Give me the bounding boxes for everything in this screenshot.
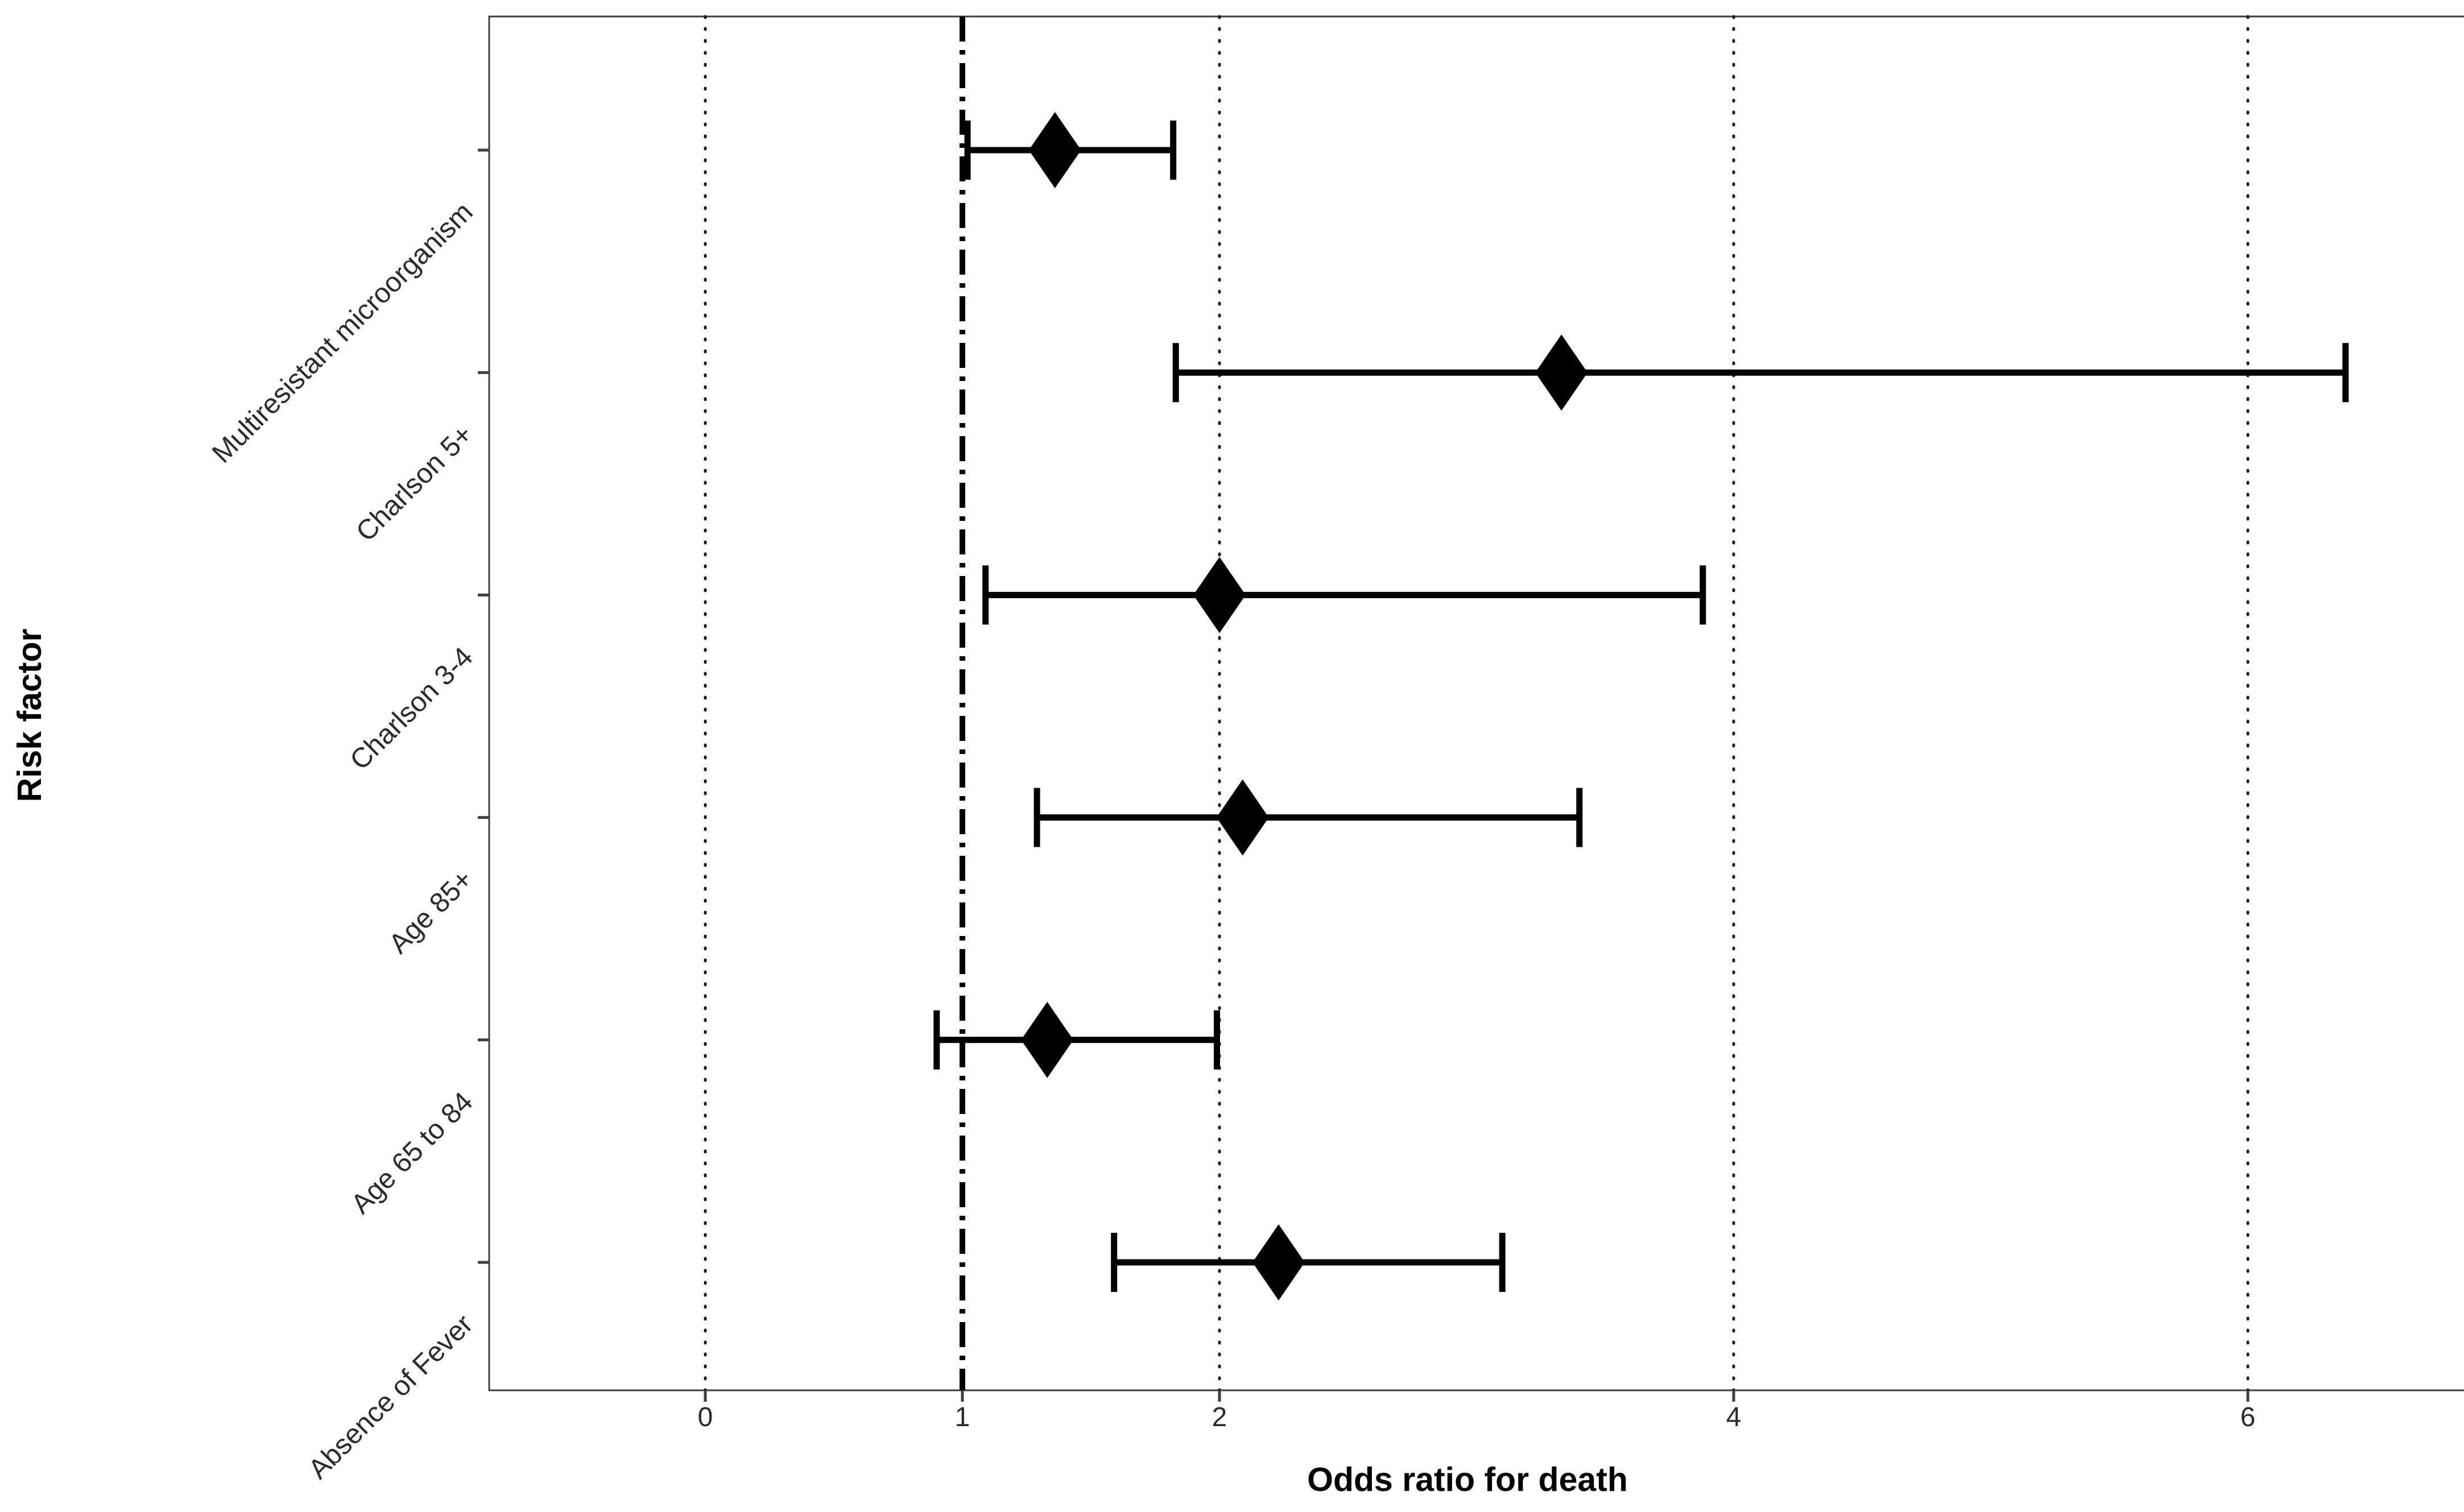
x-tick-label: 6 (2240, 1402, 2256, 1432)
category-label: Age 65 to 84 (345, 1086, 479, 1220)
gridlines (704, 15, 2250, 1392)
forest-row (933, 1001, 1220, 1078)
x-tick-label: 2 (1212, 1402, 1227, 1432)
point-marker-diamond (1252, 1224, 1305, 1300)
x-tick-label: 0 (698, 1402, 713, 1432)
point-marker-diamond (1028, 112, 1081, 188)
point-marker-diamond (1535, 334, 1588, 411)
forest-row (1111, 1224, 1506, 1300)
forest-row (982, 557, 1706, 633)
point-marker-diamond (1021, 1001, 1074, 1078)
forest-row (964, 112, 1177, 188)
category-label: Multiresistant microorganism (206, 197, 479, 469)
plot-panel (488, 15, 2464, 1391)
x-axis-title: Odds ratio for death (1307, 1461, 1628, 1498)
x-tick-label: 4 (1726, 1402, 1742, 1432)
category-label: Absence of Fever (303, 1309, 479, 1485)
forest-rows (933, 112, 2349, 1300)
y-axis-ticks (478, 148, 489, 1264)
x-axis-ticks: 0 1 2 4 6 (698, 1390, 2256, 1432)
y-axis-title: Risk factor (11, 628, 48, 802)
x-tick-label: 1 (955, 1402, 970, 1432)
point-marker-diamond (1193, 557, 1246, 633)
point-marker-diamond (1216, 779, 1269, 856)
forest-row (1172, 334, 2349, 411)
category-label: Charlson 5+ (350, 419, 479, 548)
forest-row (1033, 779, 1583, 856)
category-label: Age 85+ (383, 864, 479, 959)
category-label: Charlson 3-4 (344, 641, 479, 776)
